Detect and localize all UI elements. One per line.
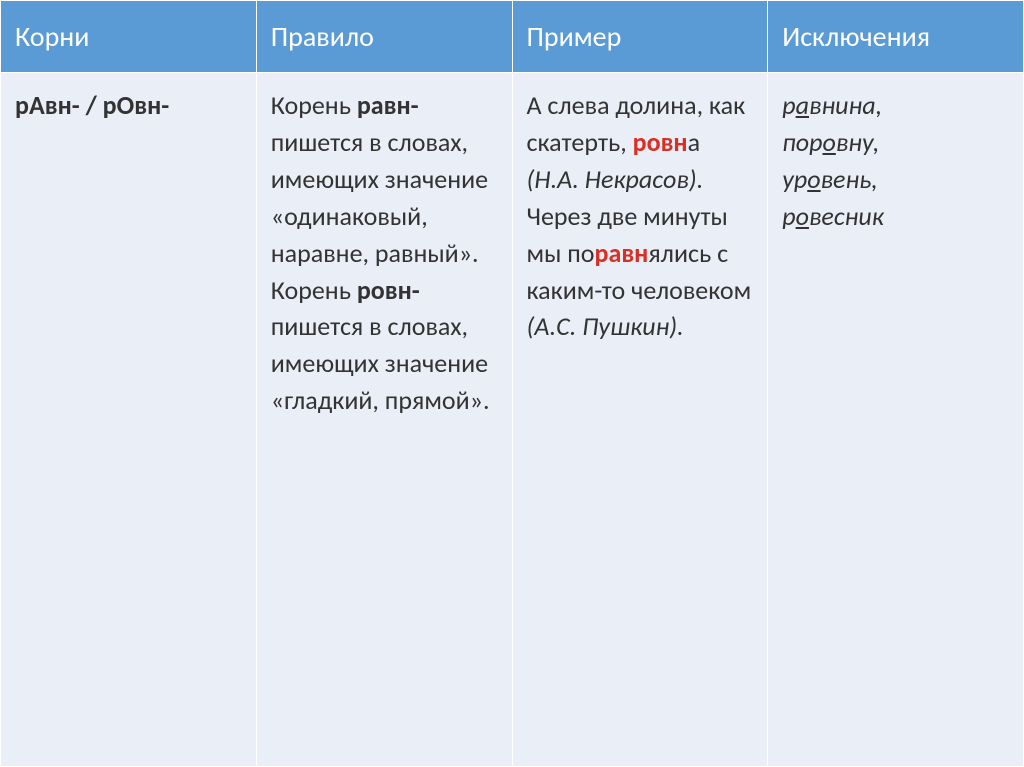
cell-roots: рАвн- / рОвн- bbox=[1, 73, 257, 767]
exception-word-3: уровень, bbox=[782, 161, 1009, 198]
grammar-table: Корни Правило Пример Исключения рАвн- / … bbox=[0, 0, 1024, 767]
table-header-row: Корни Правило Пример Исключения bbox=[1, 1, 1024, 73]
table-row: рАвн- / рОвн- Корень равн- пишется в сло… bbox=[1, 73, 1024, 767]
exception-word-1: равнина, bbox=[782, 87, 1009, 124]
example-text: А слева долина, как скатерть, ровна (Н.А… bbox=[527, 89, 752, 342]
rule-text: Корень равн- пишется в словах, имеющих з… bbox=[271, 89, 490, 416]
header-rule: Правило bbox=[256, 1, 512, 73]
cell-example: А слева долина, как скатерть, ровна (Н.А… bbox=[512, 73, 768, 767]
cell-rule: Корень равн- пишется в словах, имеющих з… bbox=[256, 73, 512, 767]
header-exceptions: Исключения bbox=[768, 1, 1024, 73]
header-example: Пример bbox=[512, 1, 768, 73]
exception-word-4: ровесник bbox=[782, 198, 1009, 235]
cell-exceptions: равнина, поровну, уровень, ровесник bbox=[768, 73, 1024, 767]
header-roots: Корни bbox=[1, 1, 257, 73]
roots-text: рАвн- / рОвн- bbox=[15, 89, 169, 121]
exception-word-2: поровну, bbox=[782, 124, 1009, 161]
